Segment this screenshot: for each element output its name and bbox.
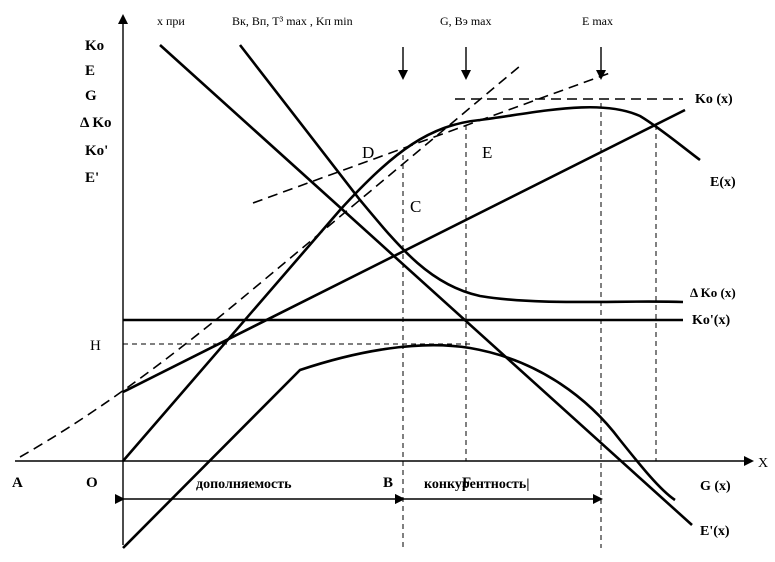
y-label-ko-prime: Ko' xyxy=(85,143,108,159)
top-label-b-group: Bк, Bп, T³ max , Kп min xyxy=(232,14,353,28)
point-label-h: H xyxy=(90,338,101,354)
curve-label-e: E(x) xyxy=(710,175,736,190)
point-label-f: F xyxy=(462,475,471,491)
curve-label-delta-ko: Δ Ko (x) xyxy=(690,285,736,300)
y-label-g: G xyxy=(85,88,97,104)
top-label-e-group: E max xyxy=(582,14,613,28)
tangent-from-a-dashed xyxy=(19,65,521,458)
curve-label-g: G (x) xyxy=(700,479,731,494)
y-label-ko: Ko xyxy=(85,38,104,54)
zone-label-complementarity: дополняемость xyxy=(196,477,292,492)
axis-label-x: X xyxy=(758,456,768,471)
point-label-o: O xyxy=(86,475,98,491)
point-label-e: E xyxy=(482,143,492,162)
y-label-delta-ko: Δ Ko xyxy=(80,115,112,131)
point-label-a: A xyxy=(12,475,23,491)
y-label-e-prime: E' xyxy=(85,170,99,186)
point-label-b: B xyxy=(383,475,393,491)
delta-ko-curve xyxy=(238,44,684,304)
curve-label-ko-prime: Ko'(x) xyxy=(692,313,730,328)
top-label-x-pri: x при xyxy=(157,14,185,28)
curve-label-ko: Ko (x) xyxy=(695,92,733,107)
top-label-g-group: G, Bэ max xyxy=(440,14,491,28)
curve-label-e-prime: E'(x) xyxy=(700,524,730,539)
point-label-c: C xyxy=(410,197,421,216)
ko-curve xyxy=(122,105,701,462)
point-label-d: D xyxy=(362,143,374,162)
delta-ko-line-from-top xyxy=(159,44,693,526)
y-label-e: E xyxy=(85,63,95,79)
tangent-through-d-dashed xyxy=(252,72,611,204)
zone-label-competitiveness: конкурентность| xyxy=(424,477,529,492)
g-curve xyxy=(122,343,676,549)
